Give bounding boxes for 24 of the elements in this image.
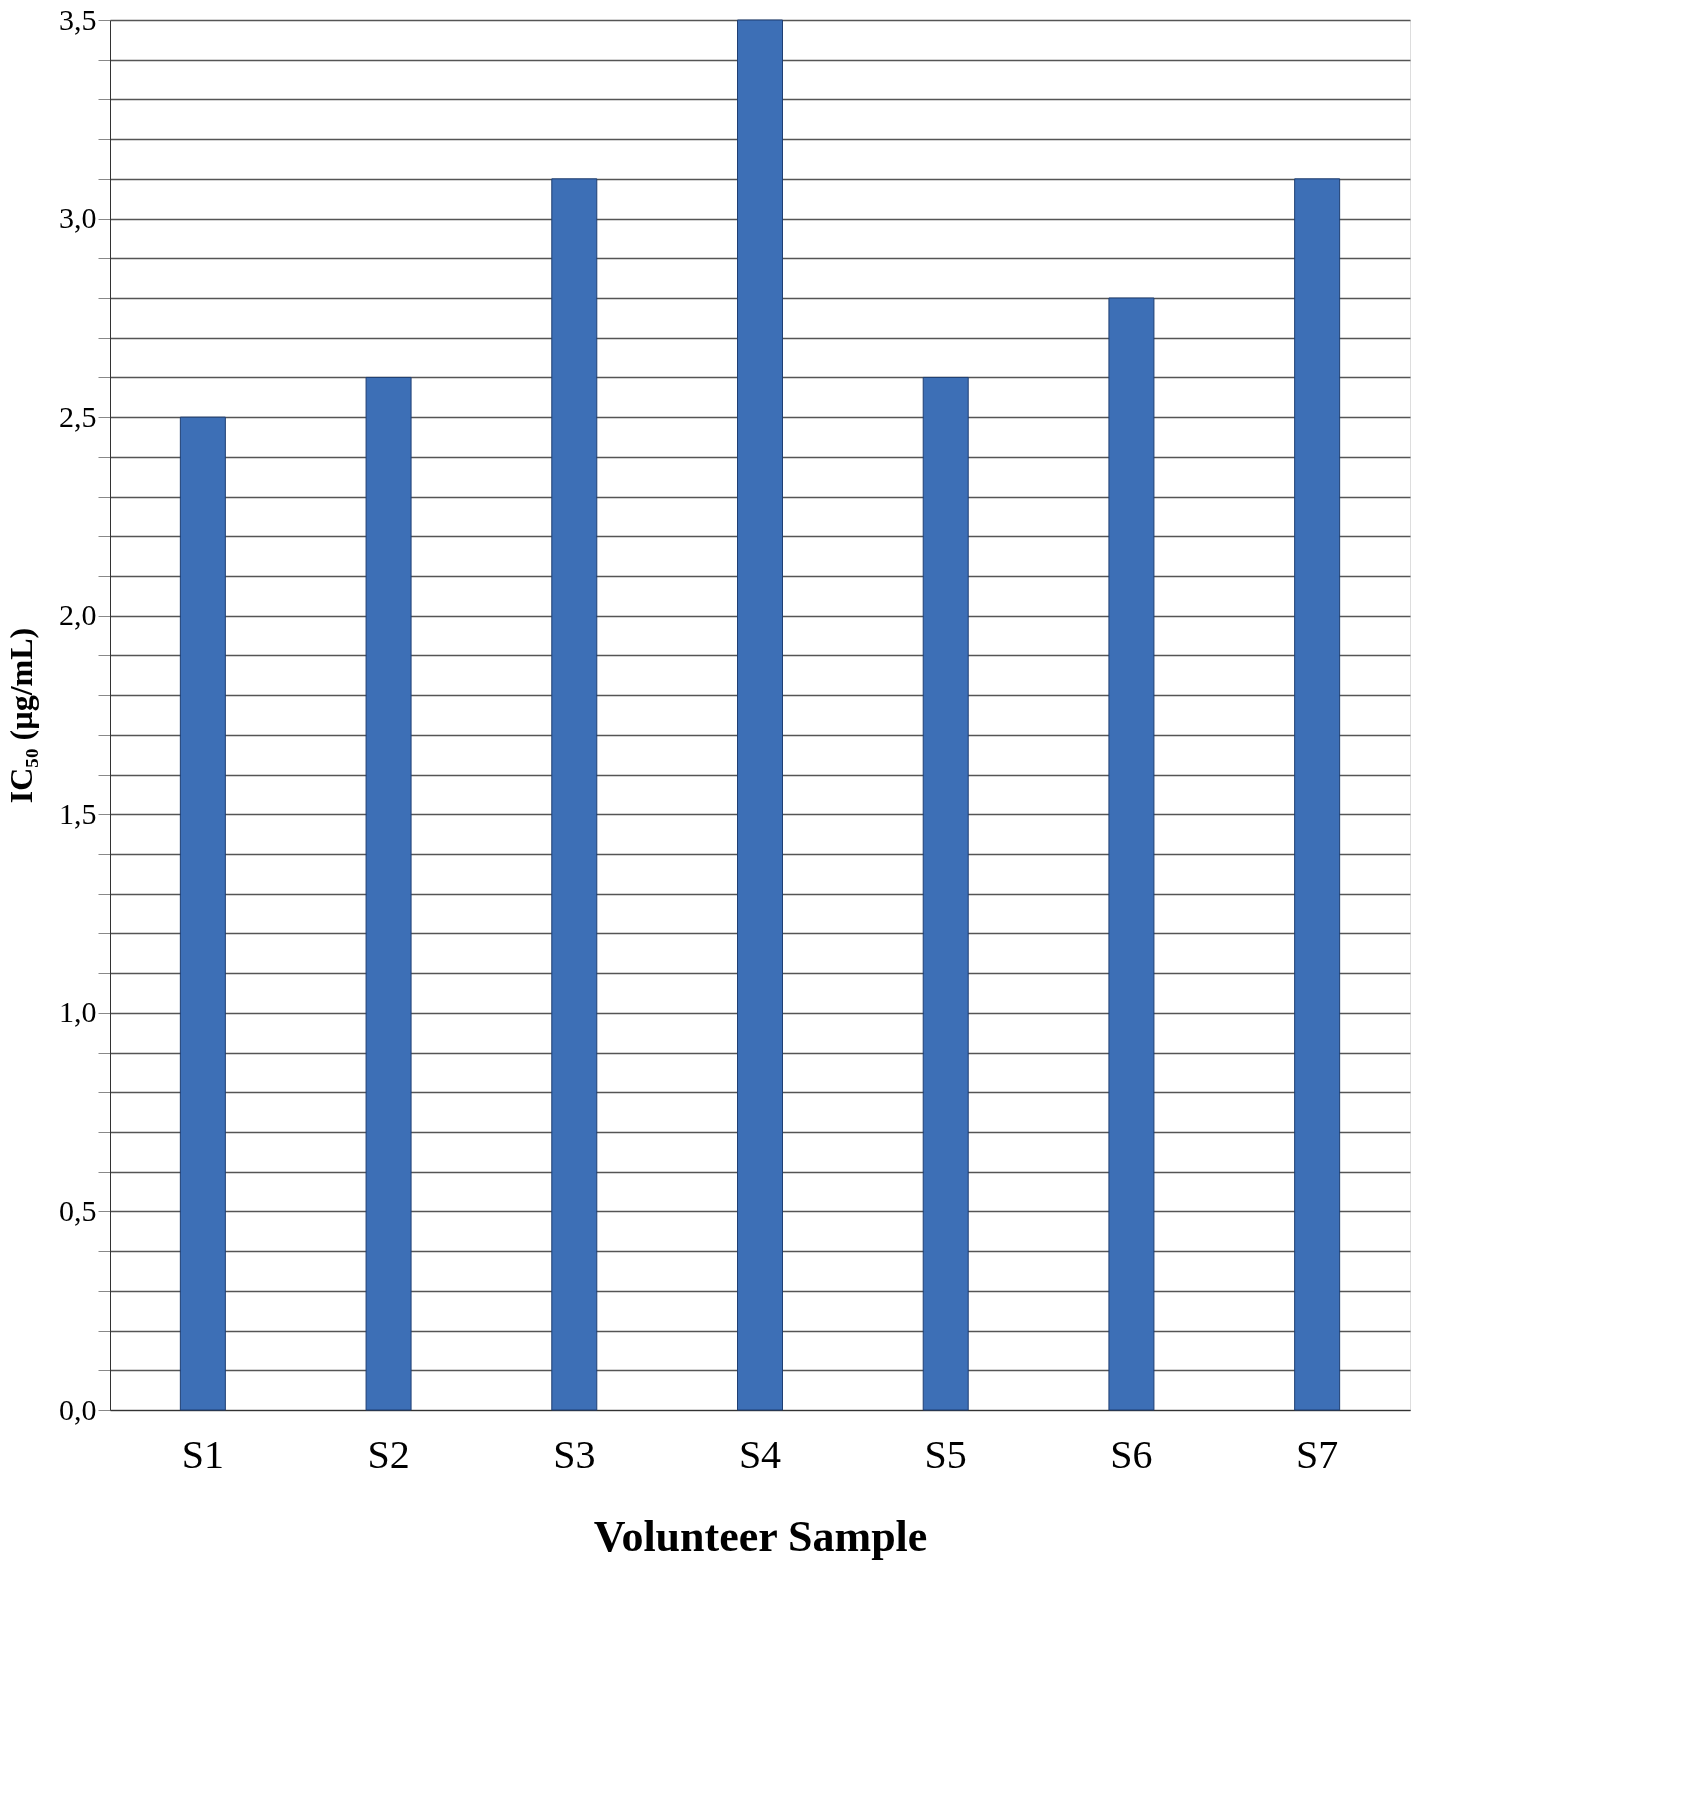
x-tick-label: S1 <box>181 1431 224 1477</box>
y-tick-label: 0,0 <box>59 1392 97 1426</box>
y-tick-label: 2,5 <box>59 399 97 433</box>
y-tick-label: 3,5 <box>59 2 97 36</box>
x-tick-label: S4 <box>738 1431 782 1477</box>
bar <box>365 376 412 1411</box>
y-tick-label: 3,0 <box>59 201 97 235</box>
bar <box>1108 297 1155 1411</box>
y-tick-label: 1,0 <box>59 995 97 1029</box>
x-tick-label: S6 <box>1110 1431 1153 1477</box>
x-axis-title: Volunteer Sample <box>593 1511 928 1561</box>
bar <box>551 178 598 1411</box>
bar <box>737 19 783 1411</box>
bar <box>179 416 226 1411</box>
bar <box>922 376 969 1411</box>
y-tick-label: 0,5 <box>59 1193 97 1227</box>
x-tick-label: S2 <box>367 1431 410 1477</box>
x-tick-label: S5 <box>924 1431 967 1477</box>
y-tick-label: 1,5 <box>59 796 97 830</box>
y-tick-label: 2,0 <box>59 598 97 632</box>
bar <box>1294 178 1341 1411</box>
x-tick-label: S7 <box>1296 1431 1339 1477</box>
y-axis-title: IC₅₀ (µg/mL) <box>3 627 39 804</box>
x-tick-label: S3 <box>553 1431 596 1477</box>
